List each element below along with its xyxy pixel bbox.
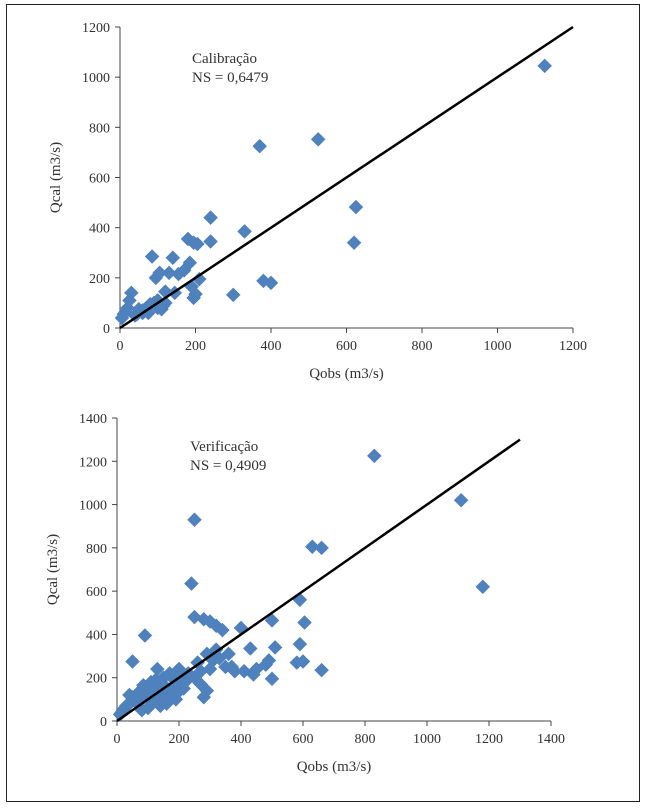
chart1-y-axis-label: Qcal (m3/s) — [48, 142, 64, 213]
chart2-data-point — [314, 540, 329, 556]
chart1-data-point — [310, 132, 326, 147]
chart1-data-point — [537, 58, 553, 74]
chart1-data-point — [191, 271, 207, 287]
chart2-y-tick-label: 800 — [86, 542, 107, 557]
chart1-reference-line — [119, 25, 574, 330]
chart2-data-point — [122, 687, 137, 703]
chart1-data-point — [165, 250, 181, 266]
chart2-data-point — [475, 579, 491, 595]
chart2-y-tick-label: 600 — [86, 585, 107, 600]
chart2-data-point — [224, 659, 240, 675]
chart1-x-tick-label: 800 — [412, 339, 433, 354]
chart1-data-point — [144, 249, 160, 264]
chart2-data-point — [112, 707, 128, 722]
chart2-data-point — [184, 576, 199, 591]
chart1-x-tick-label: 1200 — [559, 339, 587, 354]
chart1-x-tick-label: 200 — [185, 339, 206, 354]
chart2-x-tick-label: 600 — [293, 732, 314, 747]
chart2-data-point — [292, 592, 308, 608]
chart2-data-point — [292, 636, 308, 652]
chart2-x-tick-label: 1200 — [475, 732, 503, 747]
chart2-data-point — [125, 654, 140, 669]
chart2-data-point — [264, 613, 280, 628]
chart2-y-tick-label: 1000 — [79, 499, 107, 514]
chart1-data-point — [252, 138, 268, 154]
chart2-data-point — [137, 628, 153, 643]
chart1-x-tick-label: 0 — [117, 339, 124, 354]
chart2-annotation-line-2: NS = 0,4909 — [190, 458, 266, 474]
chart2-data-point — [242, 641, 258, 656]
chart1-x-tick-label: 1000 — [484, 339, 512, 354]
chart2-data-point — [148, 672, 164, 688]
chart2-data-point — [366, 448, 382, 464]
chart1-y-tick-label: 400 — [89, 222, 110, 237]
chart1-data-point — [348, 199, 364, 215]
chart1-y-tick-label: 1000 — [82, 71, 110, 86]
chart1-data-point — [114, 310, 130, 326]
chart2-x-tick-label: 400 — [231, 732, 252, 747]
chart1-data-point — [225, 287, 241, 303]
chart2-data-point — [258, 657, 274, 673]
chart1-y-tick-label: 200 — [89, 272, 110, 287]
chart2-data-point — [297, 615, 312, 630]
chart1-y-tick-label: 1200 — [82, 21, 110, 36]
chart2-y-tick-label: 200 — [86, 672, 107, 687]
chart2-data-point — [314, 662, 329, 678]
chart1-x-tick-label: 400 — [261, 339, 282, 354]
chart2-data-point — [176, 681, 192, 696]
chart2-annotation-line-1: Verificação — [190, 439, 258, 455]
chart1-data-point — [346, 235, 362, 251]
chart1-y-tick-label: 0 — [103, 322, 110, 337]
chart1-x-axis-label: Qobs (m3/s) — [309, 366, 384, 382]
chart1-data-point — [190, 236, 205, 252]
chart2-x-tick-label: 200 — [169, 732, 190, 747]
chart2-data-point — [264, 671, 280, 687]
chart1-y-tick-label: 800 — [89, 121, 110, 136]
chart1-data-point — [237, 224, 252, 239]
chart2-data-point — [187, 512, 202, 528]
chart2-data-point — [453, 492, 469, 508]
chart1-annotation-line-2: NS = 0,6479 — [192, 70, 268, 86]
chart2-data-point — [233, 620, 249, 636]
chart2-reference-line — [116, 438, 521, 723]
chart2-data-point — [295, 654, 311, 669]
chart2-x-tick-label: 1400 — [537, 732, 565, 747]
chart2-data-point — [236, 663, 252, 679]
chart2-data-point — [135, 677, 151, 693]
chart1-data-point — [171, 266, 186, 282]
chart2-x-axis-label: Qobs (m3/s) — [297, 759, 372, 775]
chart2-data-point — [215, 622, 230, 638]
chart2-x-tick-label: 1000 — [413, 732, 441, 747]
chart1-data-point — [203, 234, 218, 249]
chart1-data-point — [148, 270, 164, 286]
chart2-y-tick-label: 0 — [100, 715, 107, 730]
chart2-x-tick-label: 0 — [114, 732, 121, 747]
chart2-y-tick-label: 1200 — [79, 455, 107, 470]
chart2-data-point — [267, 640, 283, 655]
chart2-data-point — [196, 689, 212, 705]
chart2-x-tick-label: 800 — [355, 732, 376, 747]
chart1-x-tick-label: 600 — [336, 339, 357, 354]
chart1-data-point — [203, 210, 218, 225]
chart2-y-tick-label: 400 — [86, 628, 107, 643]
chart2-y-axis-label: Qcal (m3/s) — [45, 534, 61, 605]
chart1-data-point — [186, 290, 201, 306]
chart2-data-point — [304, 539, 320, 555]
chart1-annotation-line-1: Calibração — [192, 51, 257, 67]
chart2-y-tick-label: 1400 — [79, 412, 107, 427]
chart2-data-point — [211, 650, 227, 666]
chart1-data-point — [263, 275, 279, 291]
chart1-y-tick-label: 600 — [89, 172, 110, 187]
